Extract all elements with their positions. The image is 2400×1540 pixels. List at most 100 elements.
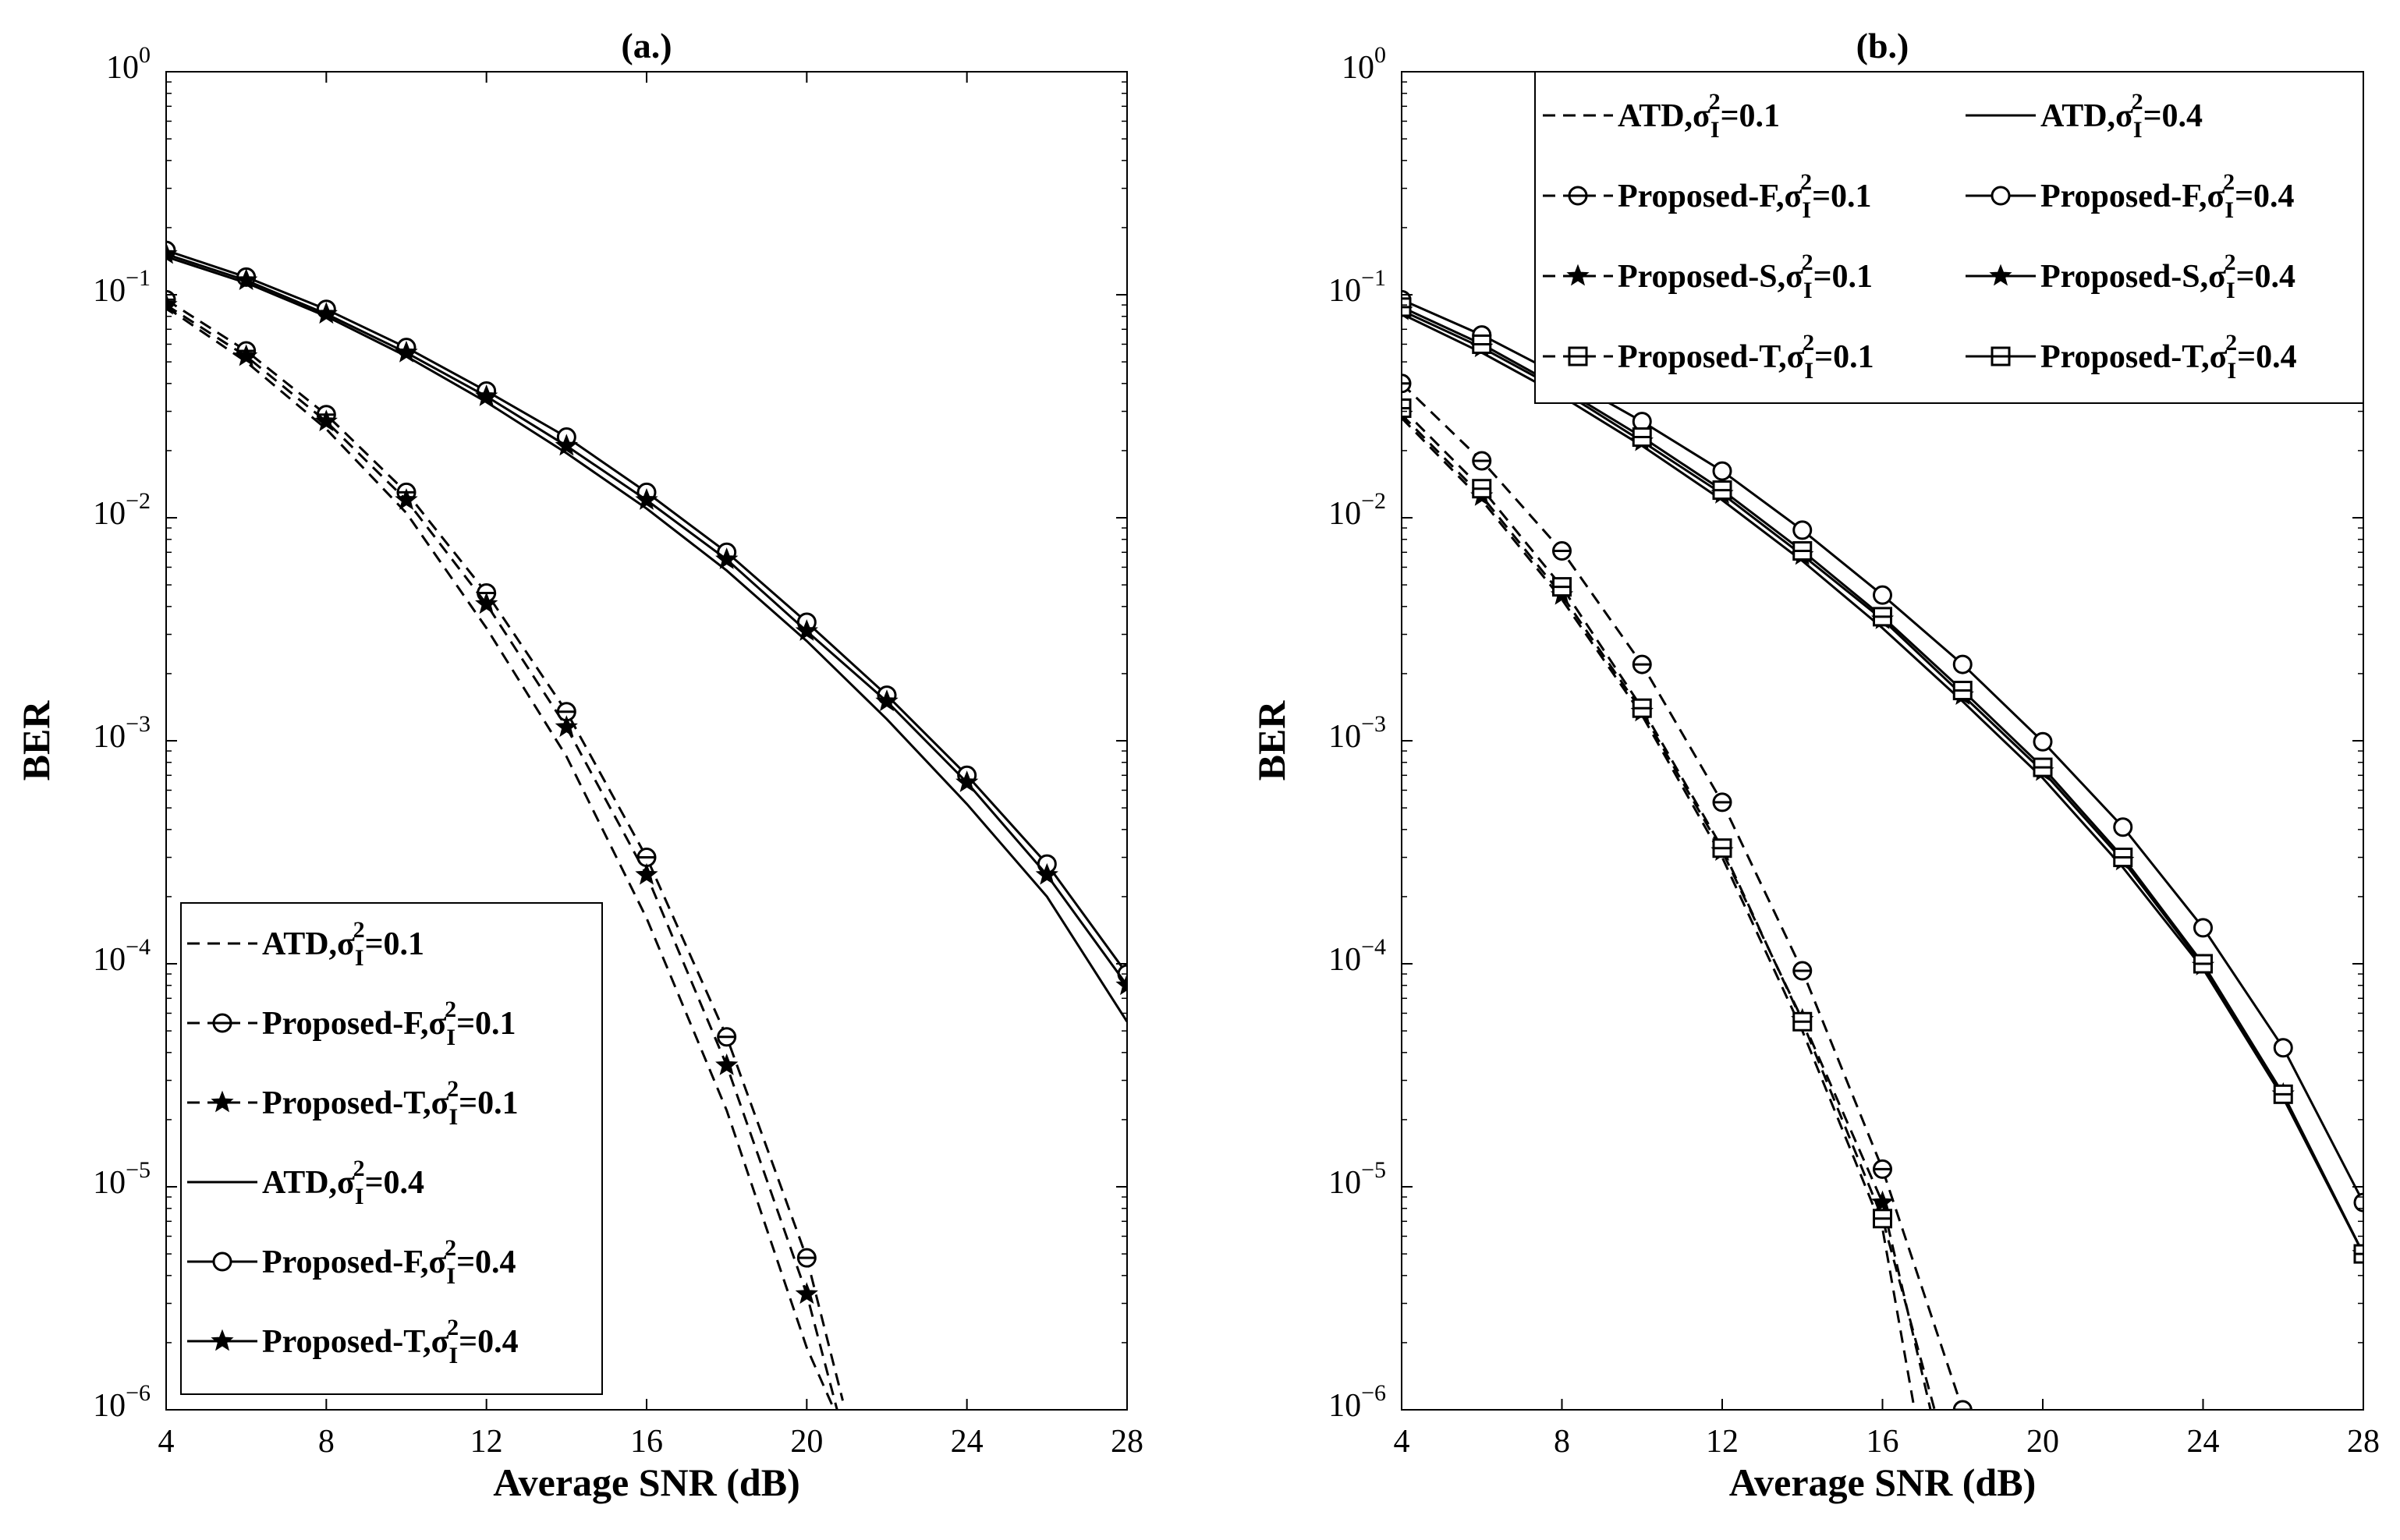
data-point bbox=[1632, 654, 1652, 674]
data-point bbox=[2353, 1192, 2363, 1213]
y-tick-label: 10−3 bbox=[1328, 711, 1386, 755]
y-tick-label: 10−5 bbox=[93, 1157, 151, 1201]
x-tick-label: 20 bbox=[790, 1424, 823, 1460]
data-point bbox=[235, 344, 258, 366]
legend-entry: Proposed-F,σI2=0.1 bbox=[187, 997, 516, 1050]
y-axis-label: BER bbox=[14, 700, 58, 781]
data-point bbox=[166, 242, 178, 264]
series-line-2 bbox=[166, 303, 838, 1410]
legend-box bbox=[1534, 71, 2364, 404]
data-point bbox=[2273, 1084, 2293, 1104]
legend-label: Proposed-T,σI2=0.1 bbox=[1618, 330, 1874, 384]
y-tick-label: 10−5 bbox=[1328, 1157, 1386, 1201]
y-tick-label: 10−4 bbox=[93, 934, 151, 978]
data-point bbox=[715, 547, 739, 569]
legend-label: Proposed-T,σI2=0.4 bbox=[2040, 330, 2297, 384]
x-tick-label: 28 bbox=[2347, 1424, 2380, 1460]
data-point bbox=[314, 302, 338, 324]
data-point bbox=[1632, 427, 1652, 448]
data-point bbox=[2033, 731, 2053, 752]
y-tick-label: 10−3 bbox=[93, 711, 151, 755]
data-point bbox=[1712, 461, 1732, 481]
legend-marker bbox=[211, 1329, 234, 1351]
data-point bbox=[2113, 848, 2133, 868]
data-point bbox=[875, 689, 899, 712]
legend-entry: ATD,σI2=0.4 bbox=[1966, 89, 2203, 143]
data-point bbox=[795, 619, 818, 641]
data-point bbox=[1792, 1011, 1813, 1032]
data-point bbox=[235, 268, 258, 291]
y-tick-label: 10−1 bbox=[1328, 265, 1386, 309]
data-point bbox=[796, 1248, 817, 1268]
data-point bbox=[1472, 451, 1492, 471]
data-point bbox=[1552, 577, 1572, 597]
data-point bbox=[1472, 334, 1492, 354]
data-point bbox=[1552, 541, 1572, 561]
legend-entry: Proposed-T,σI2=0.4 bbox=[187, 1315, 519, 1368]
legend-label: Proposed-F,σI2=0.4 bbox=[2040, 169, 2295, 223]
legend-label: Proposed-T,σI2=0.1 bbox=[262, 1076, 519, 1130]
y-tick-label: 10−4 bbox=[1328, 934, 1386, 978]
data-point bbox=[1873, 1159, 1892, 1179]
data-point bbox=[635, 862, 658, 885]
data-point bbox=[1035, 862, 1058, 885]
legend-entry: ATD,σI2=0.1 bbox=[187, 917, 424, 971]
legend-marker bbox=[1989, 264, 2012, 286]
x-tick-label: 28 bbox=[1111, 1424, 1143, 1460]
data-point bbox=[1632, 698, 1652, 718]
legend-entry: Proposed-T,σI2=0.1 bbox=[187, 1076, 519, 1130]
series-line-3 bbox=[1402, 407, 1936, 1410]
series-line-1 bbox=[166, 299, 844, 1401]
legend-entry: Proposed-F,σI2=0.4 bbox=[187, 1235, 516, 1289]
data-point bbox=[395, 488, 418, 510]
data-point bbox=[717, 1027, 737, 1047]
data-point bbox=[1873, 1209, 1892, 1229]
chart-panel-b: 4 8 12 16 20 24 28 100 10−1 10−2 10−3 10−4 10−5 10−6 (… bbox=[1250, 26, 2380, 1504]
x-tick-label: 12 bbox=[470, 1424, 503, 1460]
data-point bbox=[2193, 954, 2213, 974]
data-point bbox=[555, 715, 578, 738]
legend: ATD,σI2=0.1 Proposed-F,σI2=0.1 Proposed-S,… bbox=[1534, 71, 2364, 404]
data-point bbox=[1792, 541, 1813, 561]
data-point bbox=[1792, 520, 1813, 540]
legend-label: ATD,σI2=0.1 bbox=[262, 917, 424, 971]
plot-area bbox=[166, 240, 1127, 1410]
chart-panel-a: 4 8 12 16 20 24 28 100 10−1 10−2 10−3 10−4 10−5 10−6 (… bbox=[14, 26, 1143, 1504]
legend-marker bbox=[212, 1013, 232, 1033]
data-point bbox=[1873, 585, 1892, 605]
legend-label: Proposed-F,σI2=0.1 bbox=[262, 997, 516, 1050]
data-point bbox=[1952, 654, 1973, 674]
legend-entry: Proposed-F,σI2=0.1 bbox=[1543, 169, 1872, 223]
data-point bbox=[1472, 479, 1492, 499]
data-point bbox=[2193, 918, 2213, 938]
x-tick-label: 4 bbox=[1394, 1424, 1410, 1460]
legend-label: ATD,σI2=0.4 bbox=[2040, 89, 2203, 143]
x-axis-label: Average SNR (dB) bbox=[493, 1460, 799, 1504]
legend-marker bbox=[1991, 186, 2011, 206]
data-point bbox=[795, 1282, 818, 1305]
data-point bbox=[715, 1053, 739, 1075]
legend-marker bbox=[1991, 346, 2011, 366]
x-tick-label: 16 bbox=[630, 1424, 663, 1460]
data-point bbox=[555, 434, 578, 456]
chart-title: (a.) bbox=[621, 26, 672, 65]
y-tick-label: 100 bbox=[1342, 42, 1386, 86]
legend-marker bbox=[212, 1251, 232, 1272]
legend: ATD,σI2=0.1 Proposed-F,σI2=0.1 Proposed-T,… bbox=[180, 902, 603, 1395]
legend-marker bbox=[1566, 264, 1590, 286]
data-point bbox=[166, 292, 178, 315]
legend-label: Proposed-S,σI2=0.1 bbox=[1618, 250, 1873, 303]
data-point bbox=[1402, 398, 1412, 418]
y-tick-label: 100 bbox=[106, 42, 151, 86]
chart-title: (b.) bbox=[1856, 26, 1909, 65]
data-point bbox=[2273, 1038, 2293, 1058]
legend-label: Proposed-F,σI2=0.4 bbox=[262, 1235, 516, 1289]
y-tick-label: 10−2 bbox=[1328, 488, 1386, 532]
x-tick-label: 20 bbox=[2026, 1424, 2059, 1460]
legend-label: Proposed-F,σI2=0.1 bbox=[1618, 169, 1872, 223]
legend-marker bbox=[211, 1090, 234, 1113]
data-point bbox=[1712, 480, 1732, 501]
series-line-0 bbox=[166, 306, 836, 1410]
legend-label: Proposed-T,σI2=0.4 bbox=[262, 1315, 519, 1368]
legend-label: ATD,σI2=0.4 bbox=[262, 1156, 424, 1209]
